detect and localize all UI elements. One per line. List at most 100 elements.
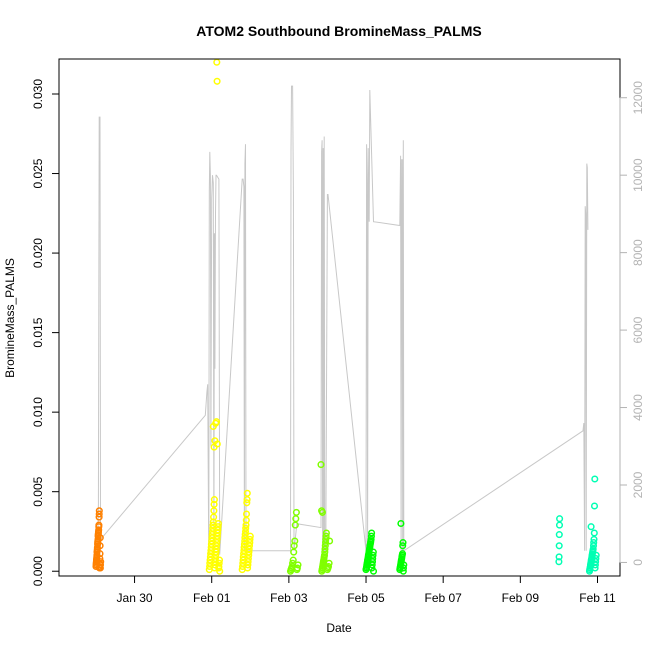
y2-tick-label: 4000 bbox=[631, 394, 645, 421]
data-point bbox=[210, 496, 218, 504]
data-point bbox=[242, 521, 250, 529]
data-point bbox=[587, 523, 595, 531]
data-point bbox=[291, 537, 299, 545]
data-point bbox=[367, 535, 375, 543]
y2-tick-label: 12000 bbox=[631, 81, 645, 115]
data-point bbox=[590, 539, 598, 547]
y-tick-label: 0.015 bbox=[31, 317, 45, 347]
y-tick-label: 0.010 bbox=[31, 397, 45, 427]
data-point bbox=[322, 529, 330, 537]
data-point bbox=[591, 561, 599, 569]
data-point bbox=[592, 554, 600, 563]
data-point bbox=[369, 554, 377, 563]
data-point bbox=[246, 532, 254, 540]
y2-tick-label: 6000 bbox=[631, 316, 645, 343]
data-point bbox=[555, 542, 563, 550]
data-point bbox=[215, 559, 223, 567]
data-point bbox=[244, 558, 252, 566]
data-point bbox=[214, 526, 222, 534]
x-tick-label: Feb 03 bbox=[270, 591, 308, 605]
data-point bbox=[242, 524, 250, 532]
y-tick-label: 0.025 bbox=[31, 158, 45, 188]
data-point bbox=[245, 548, 253, 556]
points-layer bbox=[92, 58, 600, 575]
data-point bbox=[242, 510, 251, 518]
x-tick-label: Jan 30 bbox=[117, 591, 153, 605]
secondary-series-line bbox=[95, 85, 589, 555]
data-point bbox=[289, 556, 297, 564]
secondary-line-layer bbox=[95, 85, 589, 555]
data-point bbox=[244, 561, 252, 569]
x-tick-label: Feb 01 bbox=[193, 591, 231, 605]
data-point bbox=[97, 558, 105, 566]
data-point bbox=[245, 542, 254, 550]
data-point bbox=[368, 529, 376, 537]
data-point bbox=[292, 508, 300, 516]
data-point bbox=[592, 551, 600, 559]
data-point bbox=[294, 561, 302, 569]
data-point bbox=[368, 561, 376, 569]
data-point bbox=[293, 564, 301, 572]
data-point bbox=[590, 502, 599, 510]
y-tick-label: 0.000 bbox=[31, 556, 45, 586]
data-point bbox=[214, 523, 222, 531]
data-point bbox=[321, 545, 329, 553]
data-point bbox=[210, 507, 218, 515]
data-point bbox=[212, 545, 220, 553]
data-point bbox=[96, 534, 104, 542]
y2-tick-label: 8000 bbox=[631, 239, 645, 266]
y2-tick-label: 0 bbox=[631, 559, 645, 566]
data-point bbox=[592, 558, 600, 566]
data-point bbox=[399, 539, 407, 547]
data-point bbox=[241, 527, 250, 536]
data-point bbox=[212, 418, 221, 426]
data-point bbox=[213, 58, 221, 66]
data-point bbox=[215, 562, 223, 571]
data-point bbox=[322, 539, 330, 547]
data-point bbox=[589, 545, 597, 553]
y-axis-right: 0 2000 4000 6000 8000 10000 12000 bbox=[619, 81, 645, 566]
y-axis-label: BromineMass_PALMS bbox=[3, 258, 17, 378]
data-point bbox=[244, 554, 252, 563]
data-point bbox=[213, 532, 221, 540]
data-point bbox=[292, 515, 300, 523]
data-point bbox=[368, 558, 377, 566]
data-point bbox=[212, 551, 220, 559]
data-point bbox=[555, 531, 563, 539]
data-point bbox=[322, 535, 330, 543]
data-point bbox=[367, 532, 375, 540]
data-point bbox=[95, 510, 103, 518]
x-tick-label: Feb 09 bbox=[502, 591, 540, 605]
data-point bbox=[211, 554, 220, 563]
data-point bbox=[321, 542, 329, 550]
data-point bbox=[590, 529, 598, 537]
plot-frame bbox=[58, 58, 621, 577]
data-point bbox=[215, 556, 224, 564]
data-point bbox=[212, 542, 221, 550]
data-point bbox=[213, 539, 221, 547]
y-tick-label: 0.020 bbox=[31, 238, 45, 268]
x-tick-label: Feb 05 bbox=[347, 591, 385, 605]
chart-title: ATOM2 Southbound BromineMass_PALMS bbox=[196, 23, 481, 39]
x-axis: Jan 30 Feb 01 Feb 03 Feb 05 Feb 07 Feb 09 Feb … bbox=[117, 575, 616, 605]
x-axis-label: Date bbox=[326, 621, 352, 635]
data-point bbox=[369, 551, 377, 559]
data-point bbox=[213, 535, 221, 543]
data-point bbox=[318, 508, 326, 516]
data-point bbox=[397, 519, 405, 528]
data-point bbox=[322, 532, 330, 540]
data-point bbox=[214, 519, 222, 528]
data-point bbox=[399, 564, 408, 572]
x-tick-label: Feb 07 bbox=[425, 591, 463, 605]
data-point bbox=[590, 535, 598, 543]
data-point bbox=[243, 489, 251, 497]
data-point bbox=[399, 542, 407, 550]
data-point bbox=[95, 526, 103, 534]
data-point bbox=[291, 521, 299, 529]
data-point bbox=[246, 535, 254, 543]
data-point bbox=[325, 559, 333, 567]
data-point bbox=[400, 561, 408, 569]
data-point bbox=[591, 475, 599, 483]
data-point bbox=[326, 537, 334, 545]
